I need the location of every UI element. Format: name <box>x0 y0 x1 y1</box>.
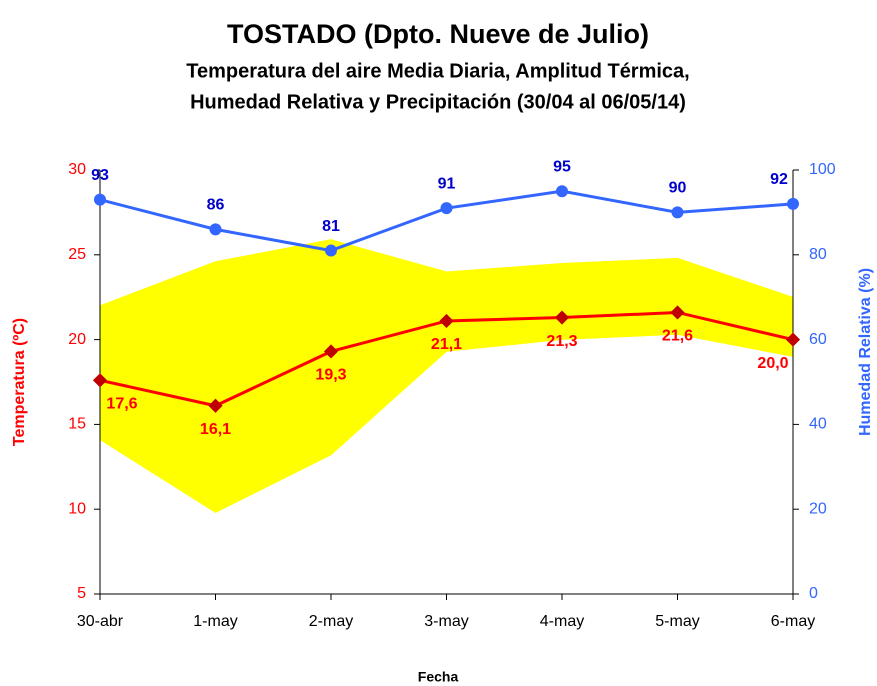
temperature-range <box>215 239 332 514</box>
humidity-point <box>787 197 799 210</box>
x-axis-label: Fecha <box>418 669 459 685</box>
temperature-label: 16,1 <box>200 421 231 438</box>
humidity-label: 92 <box>770 171 788 188</box>
humidity-point <box>671 206 684 219</box>
temperature-label: 20,0 <box>757 355 788 372</box>
x-tick-label: 4-may <box>540 613 584 630</box>
x-tick-label: 30-abr <box>77 613 124 630</box>
x-tick-label: 2-may <box>309 613 353 630</box>
y-tick-label: 20 <box>68 331 86 348</box>
temperature-point <box>208 398 223 413</box>
temperature-point <box>554 310 570 325</box>
temperature-label: 21,6 <box>662 328 693 345</box>
y2-tick-label: 0 <box>809 585 818 602</box>
humidity-label: 95 <box>553 158 571 175</box>
humidity-point <box>325 244 337 257</box>
x-tick-label: 1-may <box>193 613 237 630</box>
chart-subtitle: Humedad Relativa y Precipitación (30/04 … <box>190 91 686 113</box>
y2-axis-label: Humedad Relativa (%) <box>857 268 874 436</box>
temperature-range <box>677 257 794 357</box>
humidity-label: 91 <box>438 175 456 192</box>
temperature-label: 19,3 <box>315 367 346 384</box>
temperature-point <box>785 332 801 347</box>
humidity-point <box>94 193 106 206</box>
humidity-point <box>209 223 222 236</box>
y2-tick-label: 60 <box>809 331 827 348</box>
temperature-range <box>561 257 678 340</box>
humidity-label: 93 <box>91 167 109 184</box>
temperature-label: 17,6 <box>106 396 137 413</box>
humidity-label: 90 <box>669 180 687 197</box>
y2-tick-label: 100 <box>809 161 836 178</box>
y-axis-label: Temperatura (ºC) <box>11 318 28 446</box>
y2-tick-label: 80 <box>809 246 827 263</box>
temperature-point <box>439 313 454 329</box>
y-tick-label: 25 <box>68 246 86 263</box>
humidity-label: 81 <box>322 218 340 235</box>
temperature-range <box>99 261 216 514</box>
x-tick-label: 5-may <box>655 613 699 630</box>
y-tick-label: 15 <box>68 416 86 433</box>
y-tick-label: 10 <box>68 500 86 517</box>
humidity-point <box>440 202 453 215</box>
temperature-label: 21,3 <box>546 333 577 350</box>
y-tick-label: 5 <box>77 585 86 602</box>
humidity-label: 86 <box>207 197 225 214</box>
chart-subtitle: Temperatura del aire Media Diaria, Ampli… <box>186 60 690 82</box>
chart-title: TOSTADO (Dpto. Nueve de Julio) <box>227 19 649 49</box>
y-tick-label: 30 <box>68 161 86 178</box>
temperature-point <box>670 305 685 320</box>
y2-tick-label: 20 <box>809 500 827 517</box>
y2-tick-label: 40 <box>809 416 827 433</box>
temperature-range <box>446 262 563 352</box>
temperature-label: 21,1 <box>431 336 462 353</box>
series-line <box>99 189 794 253</box>
x-tick-label: 6-may <box>771 613 815 630</box>
temperature-point <box>92 373 108 388</box>
x-tick-label: 3-may <box>424 613 468 630</box>
temperature-point <box>323 344 339 359</box>
humidity-point <box>556 185 568 198</box>
